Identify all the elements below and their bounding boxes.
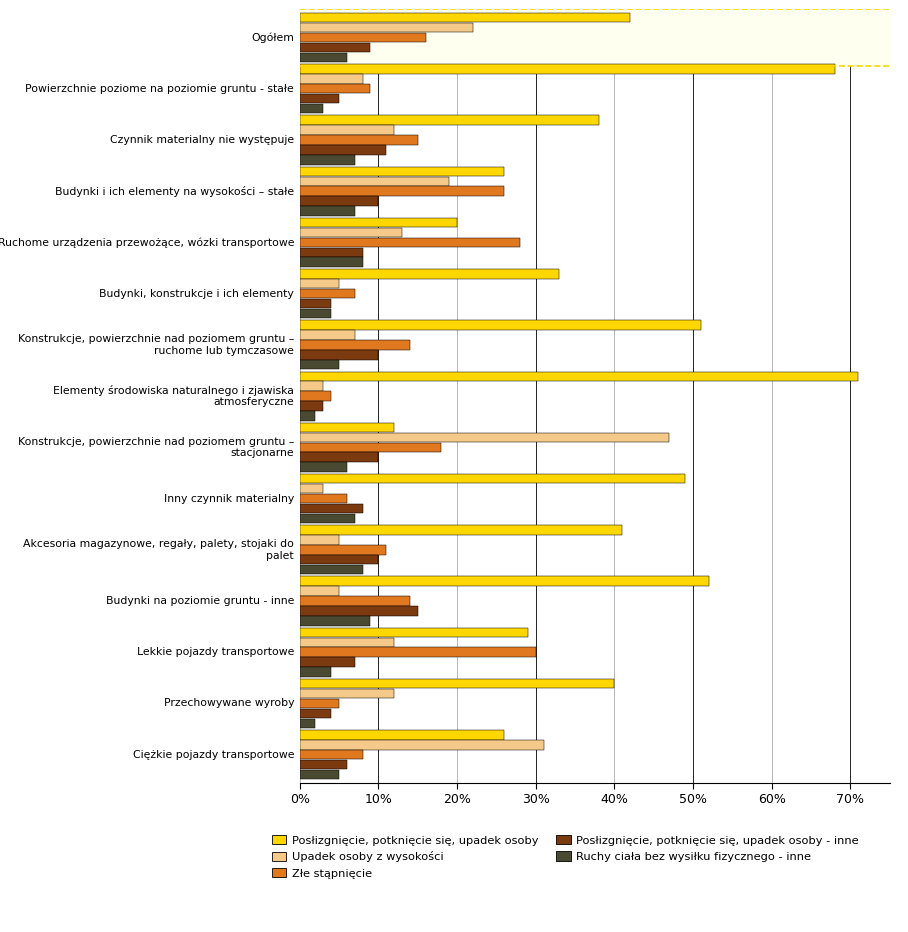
Bar <box>300 74 362 84</box>
Bar <box>300 730 504 740</box>
Bar <box>300 555 379 565</box>
Bar <box>300 248 362 257</box>
Bar <box>300 176 449 186</box>
Bar <box>300 770 339 779</box>
Bar <box>300 269 559 279</box>
Bar <box>300 503 362 514</box>
Bar <box>300 218 457 227</box>
Bar <box>300 94 339 103</box>
Bar <box>300 186 504 196</box>
Bar <box>300 84 370 93</box>
Bar <box>300 514 355 523</box>
Bar <box>300 740 544 749</box>
Bar <box>300 586 339 596</box>
Bar <box>300 411 315 420</box>
Bar <box>300 299 331 308</box>
Bar <box>300 350 379 360</box>
Bar <box>300 125 394 135</box>
Bar <box>300 279 339 289</box>
Bar <box>300 462 347 472</box>
Bar <box>300 9 890 65</box>
Bar <box>300 596 410 606</box>
Bar <box>300 627 528 637</box>
Bar <box>300 576 709 586</box>
Bar <box>300 197 379 206</box>
Bar <box>300 22 473 33</box>
Bar <box>300 474 686 484</box>
Bar <box>300 372 858 381</box>
Bar <box>300 289 355 298</box>
Bar <box>300 648 536 657</box>
Bar <box>300 227 402 238</box>
Bar <box>300 760 347 770</box>
Bar <box>300 135 418 144</box>
Bar <box>300 535 339 544</box>
Bar <box>300 526 622 535</box>
Bar <box>300 391 331 401</box>
Bar <box>300 402 323 411</box>
Bar <box>300 33 426 42</box>
Bar <box>300 616 370 625</box>
Bar <box>300 637 394 647</box>
Bar <box>300 606 418 616</box>
Bar <box>300 13 630 22</box>
Bar <box>300 116 598 125</box>
Bar <box>300 678 615 689</box>
Bar <box>300 494 347 503</box>
Bar <box>300 443 441 452</box>
Bar <box>300 43 370 52</box>
Bar <box>300 484 323 493</box>
Bar <box>300 257 362 267</box>
Bar <box>300 565 362 574</box>
Bar <box>300 708 331 719</box>
Bar <box>300 699 339 708</box>
Bar <box>300 657 355 667</box>
Bar <box>300 453 379 462</box>
Bar <box>300 238 520 247</box>
Bar <box>300 750 362 760</box>
Legend: Posłizgnięcie, potknięcie się, upadek osoby, Upadek osoby z wysokości, Złe stąpn: Posłizgnięcie, potknięcie się, upadek os… <box>271 835 859 879</box>
Bar <box>300 381 323 391</box>
Bar <box>300 360 339 369</box>
Bar <box>300 167 504 176</box>
Bar <box>300 145 386 155</box>
Bar <box>300 52 347 62</box>
Bar <box>300 103 323 114</box>
Bar <box>300 719 315 728</box>
Bar <box>300 432 669 442</box>
Bar <box>300 667 331 677</box>
Bar <box>300 308 331 318</box>
Bar <box>300 545 386 555</box>
Bar <box>300 206 355 216</box>
Bar <box>300 340 410 350</box>
Bar <box>300 321 701 330</box>
Bar <box>300 423 394 432</box>
Bar <box>300 689 394 698</box>
Bar <box>300 155 355 165</box>
Bar <box>300 330 355 339</box>
Bar <box>300 64 834 74</box>
